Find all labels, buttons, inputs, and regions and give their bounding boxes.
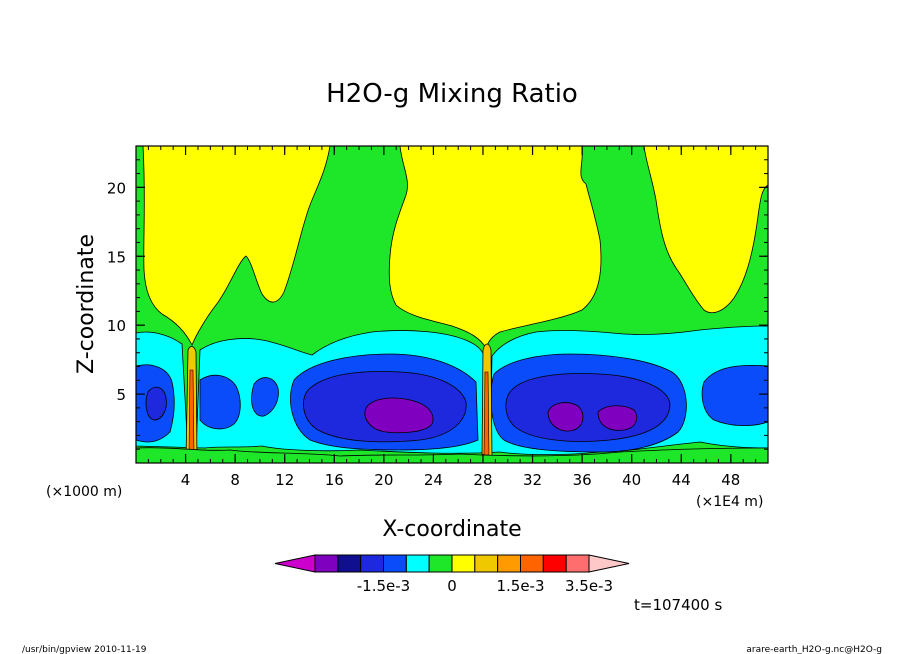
- y-axis-label: Z-coordinate: [74, 234, 99, 374]
- chart-title: H2O-g Mixing Ratio: [326, 79, 578, 109]
- colorbar-extend-high: [588, 554, 630, 573]
- plot-area: [136, 146, 768, 463]
- contour-fill-purple-core3: [597, 405, 638, 431]
- contour-fill-yellow-left: [142, 146, 331, 346]
- contour-fill-blue-small2: [251, 377, 279, 417]
- colorbar-label: 1.5e-3: [496, 577, 544, 595]
- colorbar-swatch: [314, 554, 339, 573]
- y-axis-unit: (×1000 m): [46, 484, 122, 500]
- x-tick-label: 4: [181, 471, 191, 489]
- colorbar-label: -1.5e-3: [357, 577, 410, 595]
- contour-fill-navy-small: [145, 386, 167, 421]
- x-tick-label: 24: [424, 471, 443, 489]
- contour-fill-blue-small1: [199, 374, 241, 430]
- contour-fill-purple-core2: [547, 402, 584, 432]
- footer-right: arare-earth_H2O-g.nc@H2O-g: [746, 645, 882, 654]
- contour-fill-plume-left-core: [188, 369, 195, 456]
- contour-fill-yellow-right: [643, 146, 768, 314]
- colorbar-swatch: [405, 554, 430, 573]
- x-tick-label: 12: [275, 471, 294, 489]
- colorbar-swatch: [542, 554, 567, 573]
- colorbar-swatch: [474, 554, 499, 573]
- plot-frame: [135, 145, 769, 464]
- x-tick-label: 28: [473, 471, 492, 489]
- colorbar-swatch: [383, 554, 407, 573]
- colorbar-extend-low: [274, 554, 316, 573]
- contour-fill-blue-far-right: [701, 364, 768, 426]
- x-tick-label: 16: [325, 471, 344, 489]
- contour-fill-plume-right-core: [483, 371, 490, 456]
- colorbar-label: 0: [447, 577, 457, 595]
- x-axis-unit: (×1E4 m): [696, 494, 763, 510]
- x-tick-label: 36: [573, 471, 592, 489]
- colorbar-swatch: [428, 554, 453, 573]
- colorbar-label: 3.5e-3: [565, 577, 613, 595]
- footer-left: /usr/bin/gpview 2010-11-19: [22, 645, 147, 654]
- y-tick-label: 5: [116, 386, 126, 404]
- x-axis-label: X-coordinate: [382, 517, 521, 542]
- contour-fill-navy-right: [505, 373, 671, 442]
- x-tick-label: 44: [672, 471, 691, 489]
- x-tick-label: 8: [230, 471, 240, 489]
- x-tick-label: 32: [523, 471, 542, 489]
- colorbar-swatch: [337, 554, 362, 573]
- colorbar-swatch: [497, 554, 521, 573]
- colorbar-swatch: [520, 554, 544, 573]
- x-tick-label: 40: [622, 471, 641, 489]
- x-tick-label: 20: [374, 471, 393, 489]
- contour-fill-purple-core1: [364, 397, 434, 434]
- y-tick-label: 10: [107, 317, 126, 335]
- colorbar: -1.5e-3 0 1.5e-3 3.5e-3: [274, 554, 630, 595]
- colorbar-swatch: [451, 554, 476, 573]
- y-tick-label: 20: [107, 179, 126, 197]
- y-tick-label: 15: [107, 248, 126, 266]
- time-label: t=107400 s: [634, 596, 722, 614]
- x-tick-label: 48: [721, 471, 740, 489]
- colorbar-swatch: [565, 554, 590, 573]
- colorbar-swatch: [360, 554, 384, 573]
- contour-fill-ground: [136, 447, 768, 463]
